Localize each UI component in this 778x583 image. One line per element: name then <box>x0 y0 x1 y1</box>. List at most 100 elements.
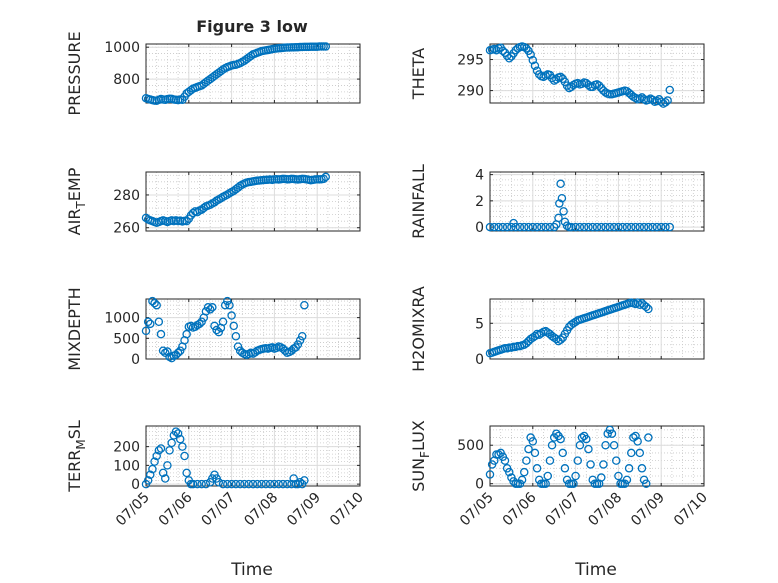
data-point <box>494 222 503 232</box>
data-point <box>297 331 307 341</box>
y-tick-label: 2 <box>475 194 484 210</box>
data-point <box>152 300 161 310</box>
data-point <box>532 222 542 232</box>
data-point <box>622 475 632 485</box>
data-point <box>612 456 621 465</box>
data-point <box>543 471 553 481</box>
y-tick-label: 0 <box>475 477 484 493</box>
axes-box <box>145 171 361 232</box>
data-point <box>644 304 653 314</box>
data-point <box>586 460 595 469</box>
data-point <box>246 51 256 61</box>
data-point <box>532 464 542 473</box>
data-point <box>146 470 155 479</box>
data-point <box>547 440 557 450</box>
data-point <box>637 464 647 473</box>
data-point <box>494 450 503 459</box>
data-point <box>287 479 296 489</box>
data-point <box>579 222 589 232</box>
data-point <box>541 222 550 232</box>
data-point <box>225 300 234 310</box>
data-point <box>614 471 623 481</box>
y-axis-label: THETA <box>409 48 428 100</box>
data-point <box>567 222 576 232</box>
data-point <box>498 222 508 232</box>
subplot-2: 290 295 THETA <box>409 42 705 108</box>
data-point <box>167 438 176 448</box>
data-point <box>190 322 200 331</box>
data-point <box>614 222 623 232</box>
data-point <box>300 476 309 485</box>
data-point <box>261 479 271 489</box>
data-point <box>631 222 640 232</box>
data-point <box>231 479 241 489</box>
y-tick-label: 500 <box>457 438 484 454</box>
data-point <box>573 456 582 465</box>
data-point <box>485 470 495 479</box>
data-point <box>549 222 559 232</box>
data-point <box>656 222 666 232</box>
x-tick-label: 07/10 <box>671 490 711 530</box>
data-point <box>156 329 166 339</box>
data-point <box>321 42 331 51</box>
data-point <box>163 461 172 470</box>
data-point <box>227 479 236 489</box>
data-point <box>233 342 243 351</box>
data-point <box>171 427 181 436</box>
data-point <box>321 172 331 182</box>
data-point <box>280 346 290 355</box>
data-point <box>295 336 305 345</box>
subplot-3: 260 280 AIRTEMP <box>65 167 361 237</box>
plot-area <box>490 44 704 103</box>
data-point <box>562 81 572 90</box>
data-point <box>511 222 520 232</box>
data-point <box>257 479 266 489</box>
data-point <box>218 479 228 489</box>
data-point <box>235 479 245 489</box>
data-point <box>522 339 531 348</box>
data-point <box>605 222 615 232</box>
data-point <box>631 431 640 441</box>
data-point <box>248 479 258 489</box>
data-point <box>201 307 211 316</box>
data-point <box>178 442 187 451</box>
y-tick-label: 200 <box>113 440 140 456</box>
data-point <box>557 193 567 203</box>
data-point <box>505 467 514 477</box>
data-point <box>584 222 593 232</box>
subplot-5: 0 500 1000 MIXDEPTH <box>65 287 361 371</box>
data-point <box>641 479 651 488</box>
data-point <box>597 83 606 93</box>
y-tick-label: 0 <box>475 220 484 236</box>
data-point <box>560 464 570 473</box>
data-point <box>300 300 309 310</box>
data-point <box>141 213 151 223</box>
data-point <box>205 305 215 314</box>
data-point <box>592 222 602 232</box>
data-point <box>528 437 538 446</box>
figure-title: Figure 3 low <box>196 17 308 36</box>
data-point <box>502 222 512 232</box>
data-point <box>545 456 555 465</box>
data-point <box>552 75 561 84</box>
data-point <box>648 222 657 232</box>
data-point <box>289 474 298 483</box>
data-point <box>575 440 585 450</box>
data-point <box>556 72 565 82</box>
subplot-1: 800 1000 PRESSURE <box>65 31 361 116</box>
axes-box <box>145 298 361 360</box>
data-point <box>214 477 224 487</box>
data-point <box>148 464 157 474</box>
data-point <box>173 429 183 438</box>
y-tick-label: 0 <box>131 477 140 493</box>
x-tick-label: 07/08 <box>585 490 625 530</box>
data-point <box>227 311 236 320</box>
data-point <box>220 300 230 310</box>
data-point <box>490 222 499 232</box>
data-point <box>186 85 196 95</box>
subplot-8: 0 500 07/05 07/06 07/07 07/08 07/09 07/10 SUNFLU… <box>409 420 711 529</box>
data-point <box>541 326 550 336</box>
y-tick-label: 500 <box>113 331 140 347</box>
